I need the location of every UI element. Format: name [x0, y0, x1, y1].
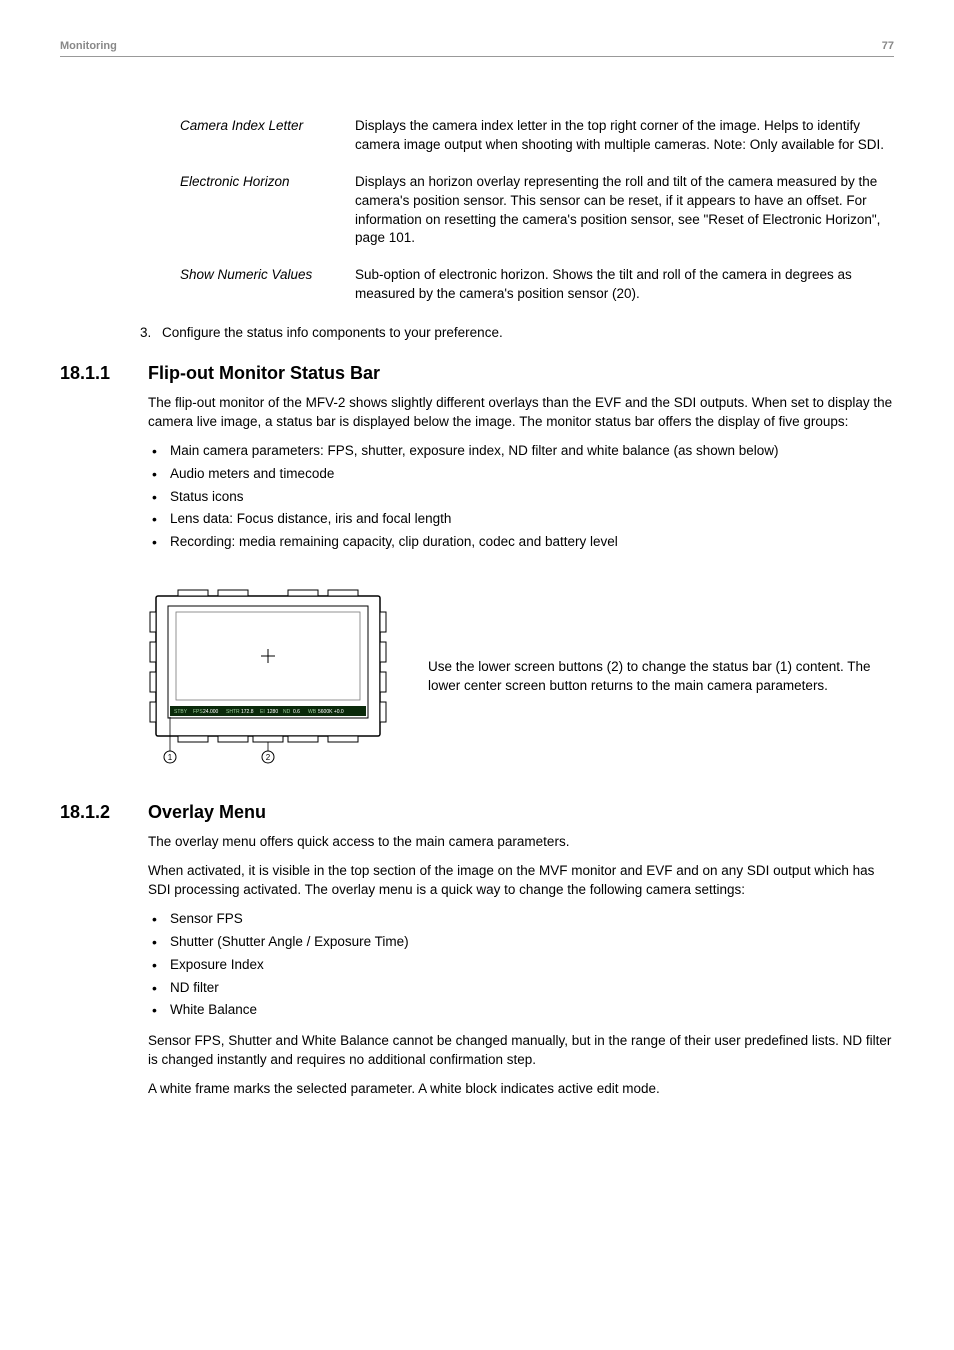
bullet-list: Main camera parameters: FPS, shutter, ex…: [148, 442, 894, 552]
svg-text:STBY: STBY: [174, 709, 188, 715]
definition-description: Displays an horizon overlay representing…: [355, 173, 894, 249]
definition-description: Sub-option of electronic horizon. Shows …: [355, 266, 894, 304]
definition-row: Camera Index Letter Displays the camera …: [180, 117, 894, 155]
body-paragraph: A white frame marks the selected paramet…: [148, 1080, 894, 1099]
svg-text:1280: 1280: [267, 709, 278, 715]
page-number: 77: [882, 40, 894, 52]
step-number: 3.: [140, 324, 162, 343]
section-title: Overlay Menu: [148, 802, 266, 823]
section-number: 18.1.1: [60, 363, 148, 384]
section-number: 18.1.2: [60, 802, 148, 823]
svg-text:0.6: 0.6: [293, 709, 300, 715]
list-item: Lens data: Focus distance, iris and foca…: [148, 510, 894, 529]
svg-text:WB: WB: [308, 709, 317, 715]
definition-description: Displays the camera index letter in the …: [355, 117, 894, 155]
section-intro: The flip-out monitor of the MFV-2 shows …: [148, 394, 894, 432]
definitions-table: Camera Index Letter Displays the camera …: [180, 117, 894, 304]
section-heading: 18.1.1 Flip-out Monitor Status Bar: [60, 363, 894, 384]
list-item: ND filter: [148, 979, 894, 998]
definition-term: Camera Index Letter: [180, 117, 355, 155]
section-heading: 18.1.2 Overlay Menu: [60, 802, 894, 823]
section-title: Flip-out Monitor Status Bar: [148, 363, 380, 384]
svg-text:2: 2: [266, 753, 271, 762]
definition-row: Electronic Horizon Displays an horizon o…: [180, 173, 894, 249]
svg-text:5600K +0.0: 5600K +0.0: [318, 709, 344, 715]
svg-text:FPS: FPS: [193, 709, 203, 715]
header-section-label: Monitoring: [60, 40, 117, 52]
monitor-diagram: STBY FPS 24.000 SHTR 172.8 EI 1280 ND 0.…: [148, 582, 388, 772]
body-paragraph: The overlay menu offers quick access to …: [148, 833, 894, 852]
svg-text:ND: ND: [283, 709, 291, 715]
svg-text:SHTR: SHTR: [226, 709, 240, 715]
body-paragraph: Sensor FPS, Shutter and White Balance ca…: [148, 1032, 894, 1070]
list-item: Main camera parameters: FPS, shutter, ex…: [148, 442, 894, 461]
list-item: Status icons: [148, 488, 894, 507]
ordered-step: 3.Configure the status info components t…: [140, 324, 894, 343]
list-item: Audio meters and timecode: [148, 465, 894, 484]
svg-text:24.000: 24.000: [203, 709, 219, 715]
list-item: Exposure Index: [148, 956, 894, 975]
definition-row: Show Numeric Values Sub-option of electr…: [180, 266, 894, 304]
list-item: Shutter (Shutter Angle / Exposure Time): [148, 933, 894, 952]
svg-text:1: 1: [168, 753, 173, 762]
page-header: Monitoring 77: [60, 40, 894, 57]
svg-text:172.8: 172.8: [241, 709, 254, 715]
definition-term: Electronic Horizon: [180, 173, 355, 249]
figure-row: STBY FPS 24.000 SHTR 172.8 EI 1280 ND 0.…: [148, 582, 894, 772]
definition-term: Show Numeric Values: [180, 266, 355, 304]
figure-caption: Use the lower screen buttons (2) to chan…: [428, 658, 894, 696]
list-item: White Balance: [148, 1001, 894, 1020]
body-paragraph: When activated, it is visible in the top…: [148, 862, 894, 900]
list-item: Recording: media remaining capacity, cli…: [148, 533, 894, 552]
list-item: Sensor FPS: [148, 910, 894, 929]
step-text: Configure the status info components to …: [162, 325, 503, 340]
svg-text:EI: EI: [260, 709, 265, 715]
bullet-list: Sensor FPS Shutter (Shutter Angle / Expo…: [148, 910, 894, 1020]
